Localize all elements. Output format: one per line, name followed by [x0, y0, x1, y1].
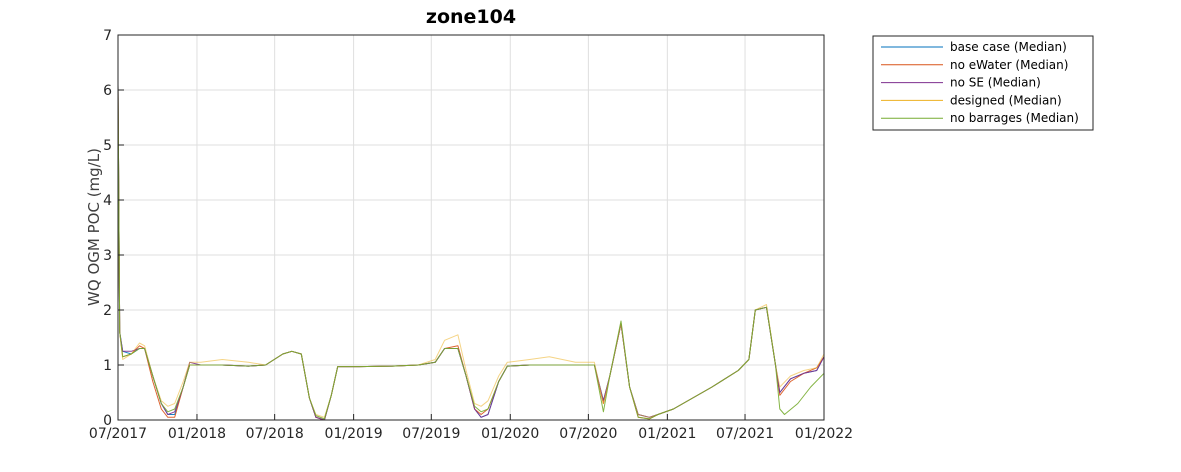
y-tick-label: 6 [103, 83, 112, 99]
grid [117, 34, 825, 421]
legend-label-2: no eWater (Median) [950, 58, 1068, 72]
x-axis: 07/2017 01/2018 07/2018 01/2019 07/2019 01/20… [89, 414, 853, 442]
x-tick-label: 07/2018 [246, 426, 304, 442]
series-line-1 [117, 84, 825, 421]
y-tick-label: 2 [103, 303, 112, 319]
y-tick-label: 5 [103, 138, 112, 154]
axes-frame [117, 34, 825, 421]
x-tick-label: 01/2020 [481, 426, 539, 442]
y-axis-label: WQ OGM POC (mg/L) [85, 148, 103, 306]
y-tick-label: 4 [103, 193, 112, 209]
chart-title: zone104 [426, 6, 516, 28]
legend-label-4: designed (Median) [950, 93, 1062, 107]
legend: base case (Median) no eWater (Median) no S… [872, 35, 1094, 131]
x-tick-label: 07/2017 [89, 426, 147, 442]
series-line-5 [117, 84, 825, 420]
x-tick-label: 07/2020 [559, 426, 617, 442]
series-line-2 [117, 84, 825, 421]
x-tick-label: 01/2022 [795, 426, 853, 442]
y-tick-label: 1 [103, 358, 112, 374]
legend-label-1: base case (Median) [950, 40, 1067, 54]
series-line-3 [117, 84, 825, 421]
x-tick-label: 07/2019 [402, 426, 460, 442]
legend-label-5: no barrages (Median) [950, 111, 1079, 125]
legend-label-3: no SE (Median) [950, 76, 1041, 90]
y-tick-label: 0 [103, 413, 112, 429]
y-tick-label: 3 [103, 248, 112, 264]
x-tick-label: 01/2019 [325, 426, 383, 442]
x-tick-label: 01/2021 [638, 426, 696, 442]
x-tick-label: 07/2021 [716, 426, 774, 442]
series-line-4 [117, 84, 825, 418]
x-tick-label: 01/2018 [168, 426, 226, 442]
plot-area [117, 84, 825, 421]
y-tick-label: 7 [103, 28, 112, 44]
y-axis: 0 1 2 3 4 5 6 7 [103, 28, 124, 429]
